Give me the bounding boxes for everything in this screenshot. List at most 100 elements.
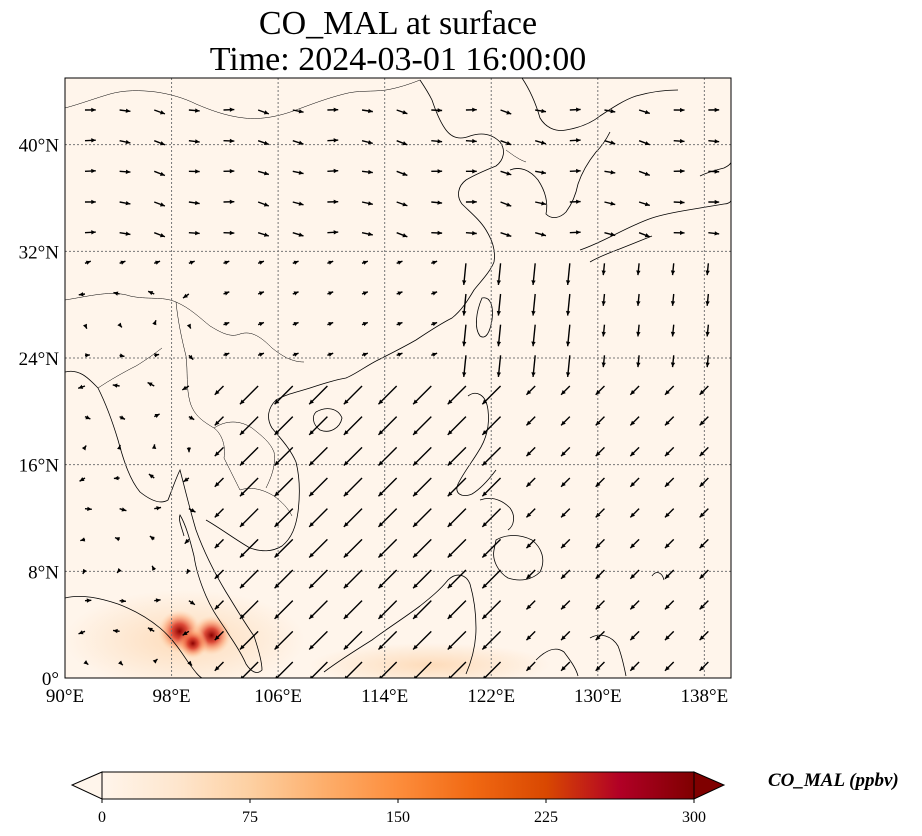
wind-arrow bbox=[377, 385, 398, 405]
wind-arrow bbox=[343, 538, 363, 559]
wind-arrow bbox=[595, 630, 605, 641]
wind-arrow bbox=[239, 508, 259, 528]
wind-arrow bbox=[84, 353, 90, 358]
wind-arrow bbox=[292, 109, 304, 114]
wind-arrow bbox=[569, 138, 581, 143]
lon-tick-label: 138°E bbox=[681, 686, 729, 707]
wind-arrow bbox=[699, 416, 709, 426]
wind-arrow bbox=[151, 565, 157, 571]
colorbar-tick-label: 225 bbox=[534, 809, 558, 826]
wind-arrow bbox=[361, 108, 373, 114]
colorbar-tick-label: 150 bbox=[386, 809, 410, 826]
wind-arrow bbox=[465, 107, 477, 112]
wind-arrow bbox=[670, 355, 676, 368]
wind-arrow bbox=[154, 598, 161, 603]
wind-arrow bbox=[699, 630, 709, 641]
wind-arrow bbox=[292, 140, 304, 145]
wind-arrow bbox=[327, 321, 334, 327]
wind-arrow bbox=[396, 232, 408, 238]
wind-arrow bbox=[535, 170, 547, 175]
wind-arrow bbox=[447, 446, 467, 467]
wind-arrow bbox=[670, 324, 676, 337]
wind-arrow bbox=[239, 446, 259, 467]
wind-arrow bbox=[327, 352, 334, 357]
wind-arrow bbox=[117, 322, 123, 328]
wind-arrow bbox=[705, 324, 710, 337]
wind-arrow bbox=[84, 107, 96, 113]
wind-arrow bbox=[447, 630, 467, 651]
wind-arrow bbox=[500, 140, 512, 146]
wind-arrow bbox=[535, 108, 547, 114]
wind-arrow bbox=[113, 291, 120, 296]
wind-arrow bbox=[117, 444, 122, 450]
colorbar-ticks: 0 75 150 225 300 bbox=[98, 799, 706, 826]
wind-arrow bbox=[77, 384, 86, 389]
wind-arrow bbox=[569, 199, 581, 204]
wind-arrow bbox=[257, 109, 270, 115]
wind-arrow bbox=[629, 416, 640, 426]
wind-arrow bbox=[699, 661, 709, 672]
wind-arrow bbox=[119, 139, 131, 145]
wind-arrow bbox=[182, 293, 190, 299]
wind-arrow bbox=[147, 290, 155, 296]
wind-arrow bbox=[431, 352, 438, 357]
wind-arrow bbox=[705, 355, 710, 368]
wind-arrow bbox=[361, 291, 369, 296]
wind-arrow bbox=[119, 201, 131, 206]
lon-tick-label: 114°E bbox=[361, 686, 408, 707]
wind-arrow bbox=[119, 353, 125, 358]
map-background bbox=[65, 78, 731, 678]
wind-arrow bbox=[629, 446, 640, 457]
wind-arrow bbox=[361, 169, 373, 175]
wind-arrow bbox=[214, 569, 225, 580]
wind-arrow bbox=[496, 263, 502, 285]
wind-arrow bbox=[274, 385, 294, 405]
wind-arrow bbox=[119, 598, 127, 604]
wind-arrow bbox=[601, 263, 606, 276]
wind-arrow bbox=[182, 630, 190, 636]
wind-arrow bbox=[154, 506, 162, 511]
wind-arrow bbox=[361, 139, 373, 145]
wind-arrow bbox=[560, 477, 571, 488]
colorbar-gradient bbox=[102, 772, 694, 799]
wind-arrow bbox=[223, 199, 235, 204]
wind-arrow bbox=[595, 600, 605, 610]
wind-arrow bbox=[412, 385, 432, 405]
wind-arrow bbox=[412, 477, 432, 497]
wind-arrow bbox=[379, 661, 398, 678]
wind-arrow bbox=[636, 355, 641, 368]
wind-arrow bbox=[670, 263, 676, 276]
wind-arrow bbox=[223, 138, 235, 144]
map-frame bbox=[64, 77, 732, 679]
wind-arrow bbox=[481, 416, 502, 436]
wind-arrow bbox=[465, 138, 477, 144]
wind-arrow bbox=[595, 538, 605, 549]
wind-arrow bbox=[664, 630, 675, 641]
wind-arrow bbox=[343, 385, 363, 405]
wind-arrow bbox=[214, 600, 225, 610]
wind-arrow bbox=[412, 508, 432, 528]
wind-arrow bbox=[377, 446, 398, 467]
wind-arrow bbox=[361, 260, 369, 265]
wind-arrow bbox=[708, 169, 720, 174]
wind-arrow bbox=[308, 569, 328, 589]
wind-arrow bbox=[673, 200, 685, 205]
wind-arrow bbox=[500, 109, 512, 115]
colorbar-extend-max bbox=[693, 771, 726, 800]
wind-arrow bbox=[275, 661, 294, 678]
wind-arrow bbox=[112, 383, 120, 388]
wind-arrow bbox=[496, 293, 502, 316]
wind-arrow bbox=[664, 569, 675, 580]
wind-arrow bbox=[188, 600, 196, 606]
wind-arrow bbox=[569, 107, 581, 112]
wind-arrow bbox=[257, 291, 265, 296]
wind-arrow bbox=[569, 168, 581, 174]
wind-arrow bbox=[154, 201, 166, 207]
wind-arrow bbox=[525, 446, 536, 457]
lon-tick-label: 90°E bbox=[46, 686, 84, 707]
wind-arrow bbox=[214, 446, 225, 457]
wind-arrow bbox=[153, 232, 166, 238]
wind-arrow bbox=[84, 230, 96, 235]
wind-arrow bbox=[119, 108, 131, 113]
